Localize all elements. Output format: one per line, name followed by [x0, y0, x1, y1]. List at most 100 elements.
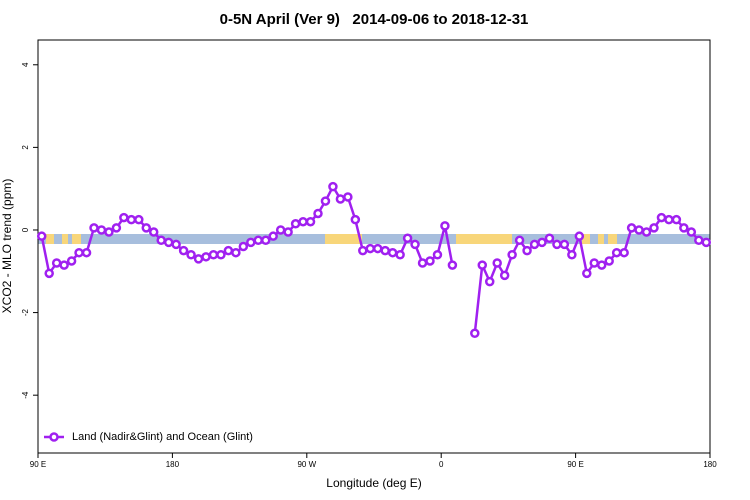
point [193, 254, 204, 264]
point [611, 247, 622, 258]
y-tick-label: 2 [21, 145, 30, 150]
point [537, 237, 547, 248]
point [335, 194, 346, 204]
x-axis-label: Longitude (deg E) [326, 476, 421, 490]
point [36, 231, 47, 241]
point [290, 219, 301, 229]
point [417, 258, 428, 268]
point [111, 223, 122, 233]
point [604, 256, 614, 266]
x-tick-label: 0 [439, 460, 444, 469]
point [634, 225, 644, 235]
point [350, 214, 361, 225]
point [81, 247, 92, 258]
chart-title: 0-5N April (Ver 9) 2014-09-06 to 2018-12… [220, 11, 529, 28]
band-ocean [38, 234, 710, 244]
point [156, 235, 166, 246]
point [671, 214, 682, 225]
y-tick-label: -2 [21, 308, 30, 316]
point [141, 223, 152, 233]
point [641, 227, 652, 237]
point [298, 216, 308, 227]
point [126, 214, 137, 225]
point [283, 227, 293, 237]
point [246, 237, 256, 248]
point [119, 212, 129, 223]
point [134, 214, 144, 225]
x-tick-label: 90 E [30, 460, 46, 469]
point [686, 227, 697, 237]
legend-label: Land (Nadir&Glint) and Ocean (Glint) [72, 431, 253, 443]
point [66, 256, 77, 266]
point [387, 247, 398, 258]
band-land [608, 234, 617, 244]
point [358, 245, 368, 256]
point [410, 239, 420, 250]
point [432, 250, 443, 260]
plot-frame [37, 39, 711, 454]
point [89, 223, 99, 233]
band-land [456, 234, 512, 244]
point [447, 260, 458, 270]
x-tick-label: 90 E [567, 460, 583, 469]
point [208, 250, 219, 260]
point [656, 212, 667, 223]
point [59, 260, 69, 270]
point [238, 241, 249, 252]
point [395, 250, 405, 260]
point [596, 260, 607, 270]
x-tick-label: 180 [166, 460, 180, 469]
point [231, 247, 241, 258]
point [507, 250, 517, 260]
legend-marker [49, 432, 59, 442]
point [186, 250, 196, 260]
y-axis-label: XCO2 - MLO trend (ppm) [0, 179, 14, 314]
point [275, 225, 286, 235]
point [567, 250, 577, 260]
point [44, 268, 54, 279]
point [178, 245, 189, 256]
point [694, 235, 704, 246]
point [171, 239, 181, 250]
surface-band [38, 234, 710, 244]
point [163, 237, 174, 248]
band-land [72, 234, 81, 244]
point [574, 231, 585, 241]
point [260, 235, 271, 246]
point [589, 258, 600, 268]
point [148, 227, 159, 237]
band-land [325, 234, 362, 244]
point [343, 192, 353, 202]
point [544, 233, 555, 243]
point [74, 247, 84, 258]
point [440, 221, 450, 231]
point [402, 233, 413, 243]
point [425, 256, 435, 266]
point [522, 245, 532, 256]
point [320, 196, 331, 206]
point [559, 239, 570, 250]
point [619, 247, 629, 258]
x-tick-label: 90 W [297, 460, 316, 469]
point [223, 245, 234, 256]
point [380, 245, 390, 256]
point [268, 231, 278, 241]
y-tick-label: 4 [21, 62, 30, 67]
point [305, 216, 316, 227]
point [529, 239, 540, 250]
point [477, 260, 488, 270]
point [626, 223, 637, 233]
point [492, 258, 502, 268]
point [201, 252, 211, 262]
y-tick-label: -4 [21, 391, 30, 399]
x-tick-label: 180 [703, 460, 717, 469]
point [649, 223, 659, 233]
band-land [598, 234, 604, 244]
point [96, 225, 107, 235]
point [365, 243, 376, 254]
point [484, 276, 495, 287]
point [499, 270, 510, 281]
point [552, 239, 562, 250]
y-tick-label: 0 [21, 227, 30, 232]
